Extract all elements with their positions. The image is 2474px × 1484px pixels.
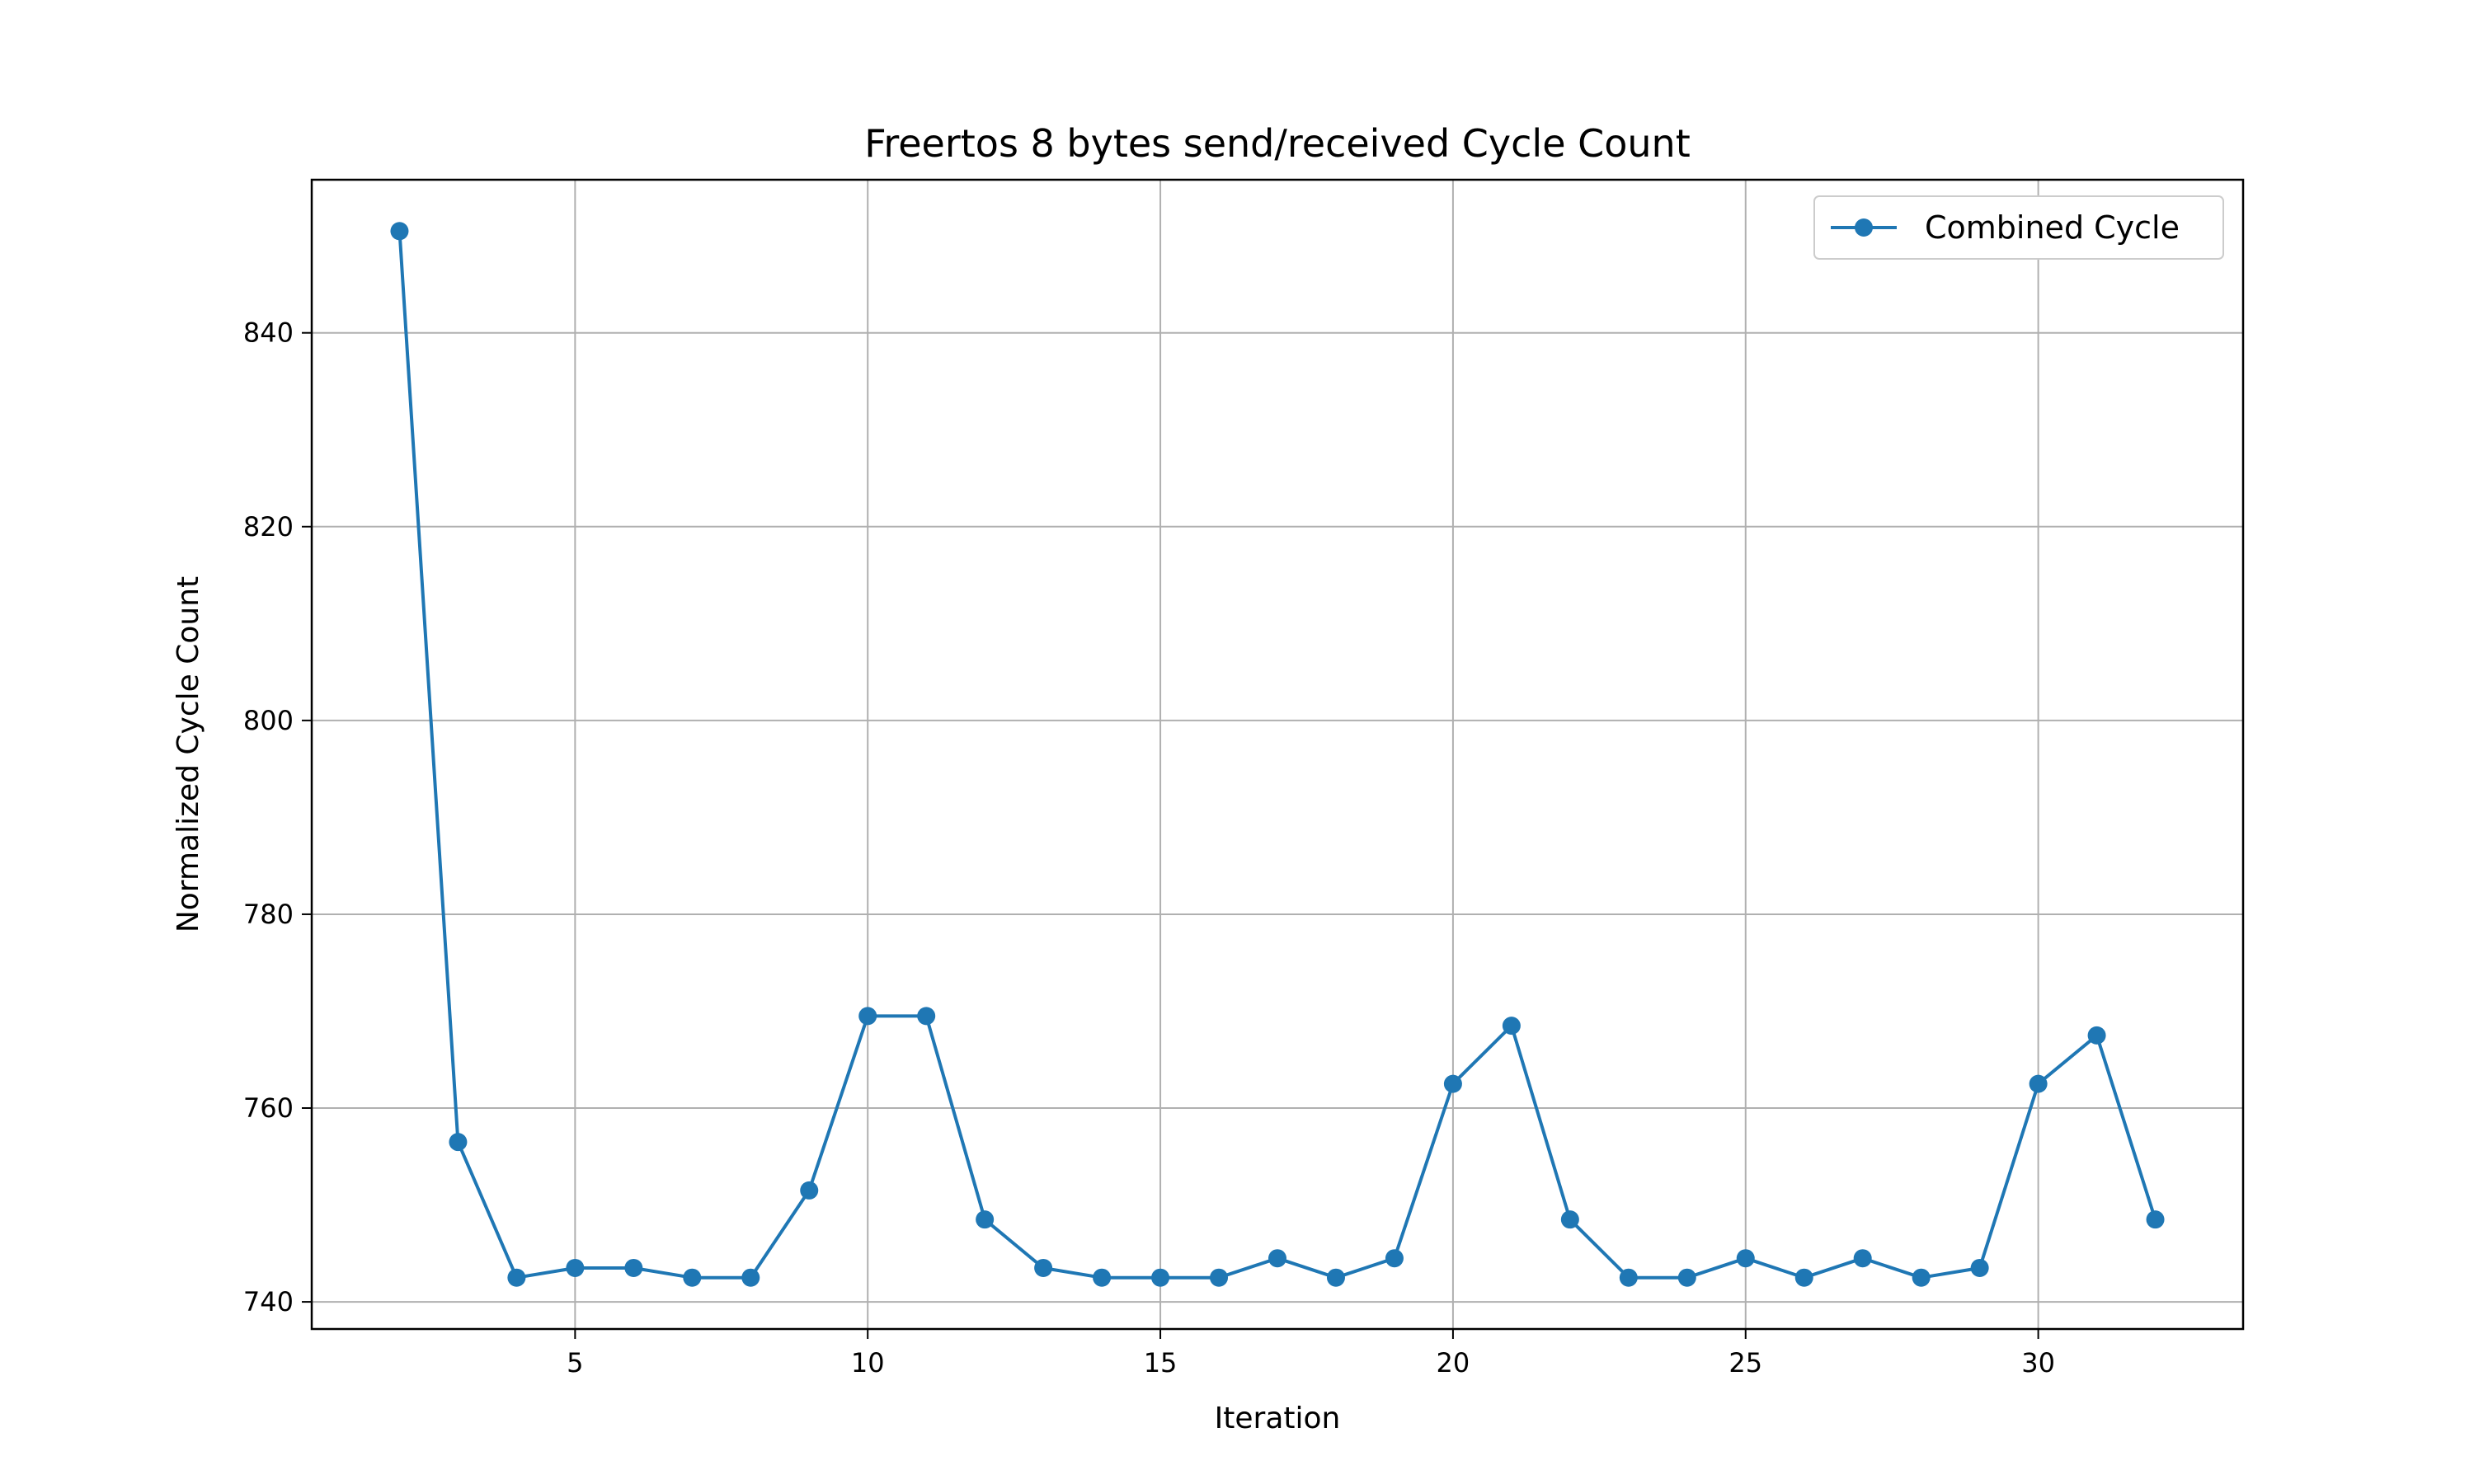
chart-title: Freertos 8 bytes send/received Cycle Cou… bbox=[864, 121, 1691, 166]
x-tick-label: 25 bbox=[1729, 1347, 1762, 1378]
data-point bbox=[1736, 1249, 1755, 1268]
data-point bbox=[507, 1268, 526, 1287]
data-point bbox=[1853, 1249, 1872, 1268]
series-layer bbox=[390, 222, 2165, 1287]
data-point bbox=[858, 1007, 877, 1026]
data-point bbox=[1268, 1249, 1286, 1268]
x-tick-label: 20 bbox=[1437, 1347, 1470, 1378]
legend: Combined Cycle bbox=[1813, 195, 2224, 260]
data-point bbox=[1093, 1268, 1112, 1287]
x-tick-label: 5 bbox=[567, 1347, 583, 1378]
data-point bbox=[2146, 1210, 2165, 1229]
data-point bbox=[1970, 1258, 1989, 1277]
data-point bbox=[2029, 1074, 2048, 1093]
data-point bbox=[1034, 1258, 1053, 1277]
x-axis-label: Iteration bbox=[1215, 1402, 1341, 1435]
data-point bbox=[1385, 1249, 1404, 1268]
data-point bbox=[390, 222, 409, 241]
data-point bbox=[1210, 1268, 1229, 1287]
data-point bbox=[624, 1258, 643, 1277]
data-point bbox=[1677, 1268, 1696, 1287]
x-tick-label: 15 bbox=[1144, 1347, 1178, 1378]
data-point bbox=[1912, 1268, 1931, 1287]
data-point bbox=[566, 1258, 585, 1277]
data-point bbox=[2087, 1026, 2106, 1045]
data-point bbox=[800, 1181, 819, 1200]
y-axis-label: Normalized Cycle Count bbox=[172, 576, 205, 932]
data-point bbox=[1502, 1017, 1521, 1036]
y-tick-label: 820 bbox=[243, 511, 294, 542]
data-point bbox=[1443, 1074, 1462, 1093]
data-point bbox=[683, 1268, 702, 1287]
data-point bbox=[976, 1210, 995, 1229]
y-tick-label: 800 bbox=[243, 705, 294, 736]
legend-marker-swatch bbox=[1855, 218, 1873, 237]
y-tick-label: 740 bbox=[243, 1286, 294, 1317]
y-tick-label: 780 bbox=[243, 899, 294, 930]
data-point bbox=[741, 1268, 760, 1287]
data-point bbox=[1151, 1268, 1170, 1287]
data-point bbox=[1560, 1210, 1579, 1229]
axis-ticks: 5 10 15 20 25 30 740 760 780 800 820 840 bbox=[243, 317, 2055, 1378]
data-point bbox=[1619, 1268, 1638, 1287]
grid bbox=[312, 180, 2243, 1329]
data-point bbox=[1794, 1268, 1813, 1287]
data-point bbox=[917, 1007, 936, 1026]
legend-box bbox=[1813, 195, 2224, 260]
plot-area bbox=[310, 178, 2245, 1331]
data-point bbox=[1326, 1268, 1345, 1287]
x-tick-label: 10 bbox=[851, 1347, 885, 1378]
legend-label: Combined Cycle bbox=[1925, 209, 2180, 246]
x-tick-label: 30 bbox=[2021, 1347, 2055, 1378]
data-point bbox=[449, 1133, 468, 1152]
y-tick-label: 760 bbox=[243, 1092, 294, 1124]
y-tick-label: 840 bbox=[243, 317, 294, 349]
